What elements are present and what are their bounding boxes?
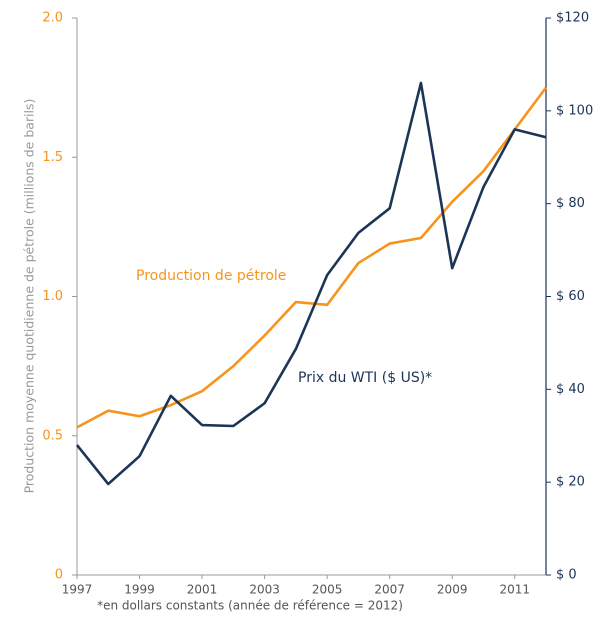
series-label: Production de pétrole — [136, 268, 286, 284]
x-tick-label: 2005 — [312, 583, 343, 597]
y-tick-label: 1.0 — [42, 289, 63, 304]
y2-tick-label: $ 20 — [556, 475, 585, 490]
y2-tick-label: $ 0 — [556, 568, 577, 583]
footnote: *en dollars constants (année de référenc… — [97, 599, 403, 613]
x-tick-label: 1999 — [124, 583, 155, 597]
series-label: Prix du WTI ($ US)* — [298, 370, 432, 386]
y-tick-label: 1.5 — [42, 150, 63, 165]
x-tick-label: 2001 — [187, 583, 218, 597]
x-tick-label: 2003 — [249, 583, 280, 597]
y2-tick-label: $120 — [556, 11, 589, 26]
y-axis-label: Production moyenne quotidienne de pétrol… — [22, 99, 37, 494]
x-tick-label: 2009 — [437, 583, 468, 597]
y2-tick-label: $ 100 — [556, 103, 593, 118]
x-tick-label: 1997 — [62, 583, 93, 597]
y-tick-label: 0.5 — [42, 428, 63, 443]
x-tick-label: 2007 — [374, 583, 405, 597]
series-line — [76, 86, 548, 429]
y2-tick-label: $ 40 — [556, 382, 585, 397]
x-tick-label: 2011 — [499, 583, 530, 597]
y-tick-label: 2.0 — [42, 11, 63, 26]
y-tick-label: 0 — [55, 568, 63, 583]
series-line — [75, 81, 547, 486]
y2-tick-label: $ 80 — [556, 196, 585, 211]
y2-tick-label: $ 60 — [556, 289, 585, 304]
